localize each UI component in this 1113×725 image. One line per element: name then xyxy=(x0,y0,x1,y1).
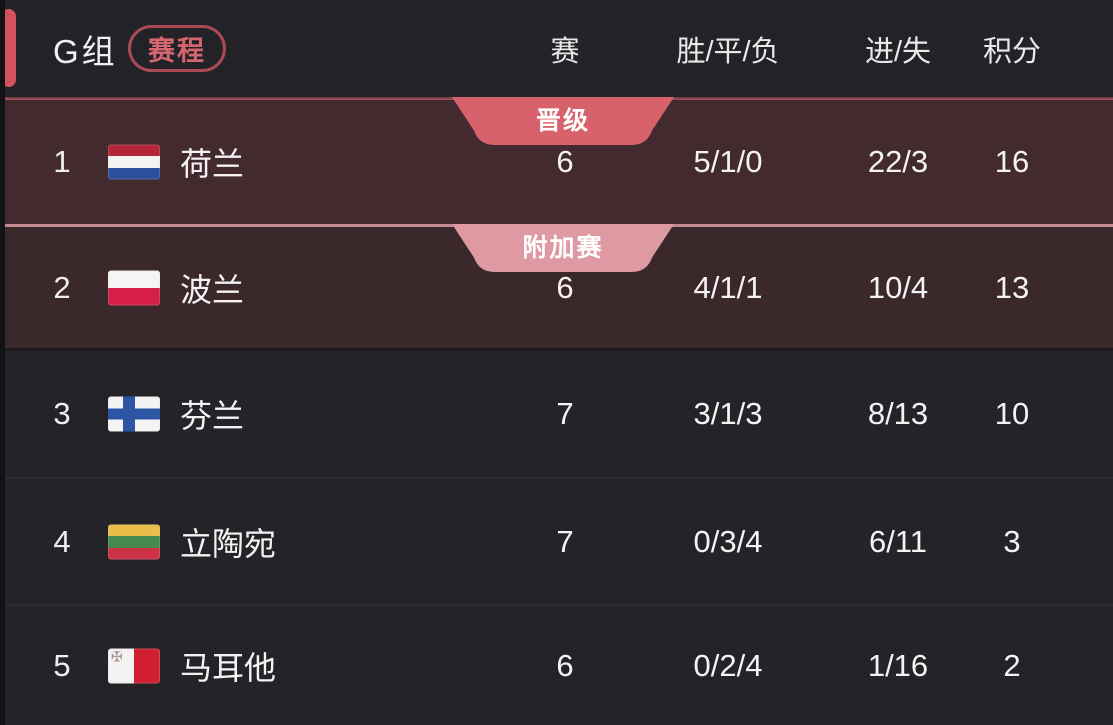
screen-left-edge xyxy=(0,0,5,725)
team-name: 芬兰 xyxy=(180,398,245,434)
rank-value: 2 xyxy=(53,269,71,305)
qualified-badge-label: 晋级 xyxy=(535,107,590,135)
flag-malta-icon xyxy=(108,648,160,683)
points-value: 3 xyxy=(1003,523,1021,559)
column-header-points: 积分 xyxy=(982,35,1041,68)
played-value: 6 xyxy=(556,144,574,179)
column-header-played: 赛 xyxy=(550,35,580,68)
rank-value: 4 xyxy=(53,523,71,559)
team-name: 马耳他 xyxy=(180,649,277,686)
played-value: 7 xyxy=(556,523,574,559)
schedule-button[interactable]: 赛程 xyxy=(128,25,226,72)
goals-value: 6/11 xyxy=(868,523,928,559)
played-value: 7 xyxy=(556,396,574,431)
wdl-value: 3/1/3 xyxy=(693,396,763,431)
goals-value: 8/13 xyxy=(867,396,929,431)
wdl-value: 0/2/4 xyxy=(693,647,763,683)
wdl-value: 0/3/4 xyxy=(693,523,763,559)
team-name: 荷兰 xyxy=(180,146,245,182)
table-row-lithuania[interactable]: 4 立陶宛 7 0/3/4 6/11 3 xyxy=(0,479,1113,604)
wdl-value: 4/1/1 xyxy=(693,269,763,305)
points-value: 2 xyxy=(1003,647,1021,683)
flag-lithuania-icon xyxy=(108,524,160,559)
played-value: 6 xyxy=(556,269,574,305)
flag-finland-icon xyxy=(108,396,160,432)
points-value: 10 xyxy=(994,396,1030,431)
rank-value: 3 xyxy=(53,396,71,431)
rank-value: 5 xyxy=(53,647,71,683)
team-name: 波兰 xyxy=(180,271,245,308)
played-value: 6 xyxy=(556,647,574,683)
playoff-badge: 附加赛 xyxy=(452,224,674,272)
points-value: 16 xyxy=(994,144,1030,179)
group-title: G组 xyxy=(53,32,118,70)
wdl-value: 5/1/0 xyxy=(693,144,763,179)
points-value: 13 xyxy=(994,269,1030,305)
table-row-netherlands[interactable]: 晋级 1 荷兰 6 5/1/0 22/3 16 xyxy=(0,97,1113,224)
rank-value: 1 xyxy=(53,144,71,179)
table-row-poland[interactable]: 附加赛 2 波兰 6 4/1/1 10/4 13 xyxy=(0,224,1113,348)
red-tab-indicator-icon xyxy=(3,9,16,87)
qualified-badge: 晋级 xyxy=(452,97,674,145)
table-header: G组 赛程 赛 胜/平/负 进/失 积分 xyxy=(0,0,1113,97)
separator xyxy=(0,348,1113,351)
separator xyxy=(0,604,1113,606)
column-header-wdl: 胜/平/负 xyxy=(676,35,780,68)
flag-poland-icon xyxy=(108,270,160,305)
team-name: 立陶宛 xyxy=(180,525,277,562)
flag-netherlands-icon xyxy=(108,144,160,180)
goals-value: 22/3 xyxy=(867,144,929,179)
playoff-badge-label: 附加赛 xyxy=(522,234,604,262)
goals-value: 1/16 xyxy=(867,647,929,683)
table-row-malta[interactable]: 5 马耳他 6 0/2/4 1/16 2 xyxy=(0,606,1113,725)
goals-value: 10/4 xyxy=(867,269,929,305)
column-header-goals: 进/失 xyxy=(864,35,932,68)
separator xyxy=(0,477,1113,479)
table-row-finland[interactable]: 3 芬兰 7 3/1/3 8/13 10 xyxy=(0,351,1113,477)
